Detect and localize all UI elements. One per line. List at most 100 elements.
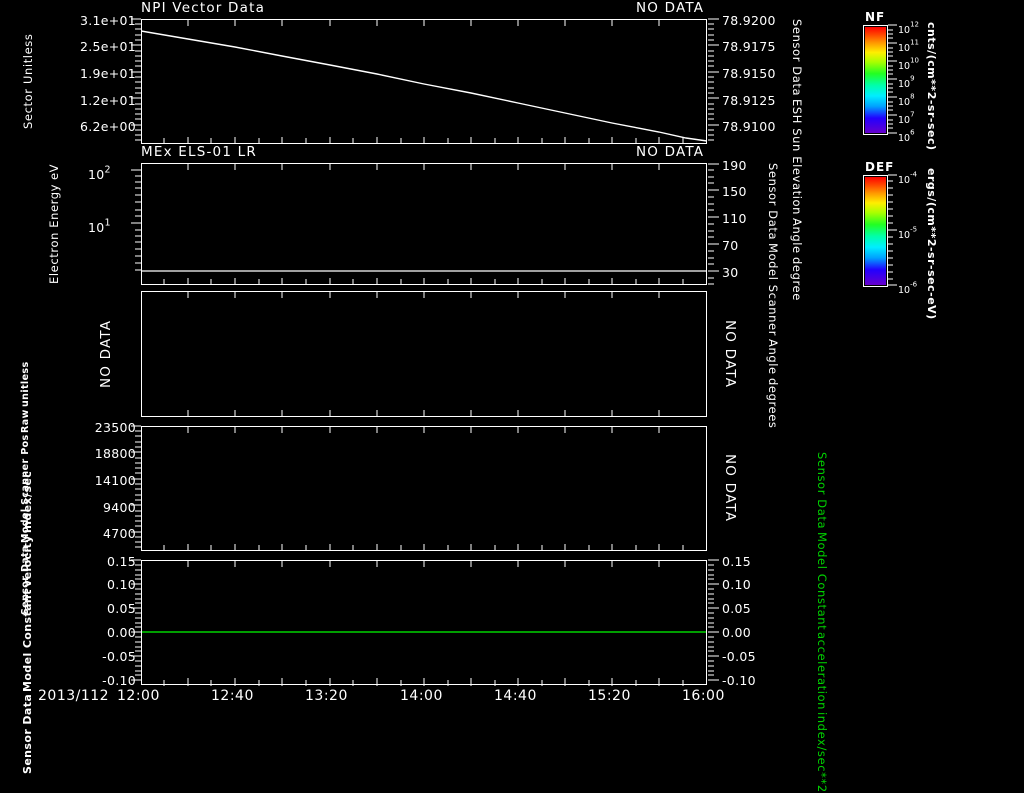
- panel2-left-axis-line1: eV: [47, 163, 61, 181]
- panel2-ytick-0: 102: [88, 164, 111, 183]
- panel1-ytick-2: 1.9e+01: [79, 66, 136, 81]
- panel2-left-axis-label: Electron Energy eV: [47, 163, 61, 285]
- colorbar-nf-ticks: [888, 24, 897, 134]
- panel5-left-axis-line2: velocity: [21, 535, 34, 588]
- cb-nf-m4: 10: [898, 97, 911, 108]
- panel2-right-axis-label: Sensor Data Model Scanner Angle degrees: [766, 163, 780, 428]
- panel5-rtick-3: 0.00: [722, 625, 752, 640]
- cb-nf-m0: 10: [898, 25, 911, 36]
- panel5-rtick-0: 0.15: [722, 554, 752, 569]
- panel1-ytick-1: 2.5e+01: [79, 39, 136, 54]
- panel1-top-ticks: [187, 20, 660, 26]
- time-axis-tick-3: 14:00: [400, 688, 443, 704]
- panel5-ytick-0: 0.15: [106, 554, 136, 569]
- panel-constant-velocity[interactable]: [141, 560, 707, 685]
- panel2-top-ticks: [187, 164, 660, 170]
- colorbar-def[interactable]: [863, 175, 888, 287]
- panel5-ytick-2: 0.05: [106, 601, 136, 616]
- colorbar-def-tick-label-2: 10-6: [898, 278, 917, 297]
- colorbar-def-tick-label-0: 10-4: [898, 168, 917, 187]
- panel3-left-note: NO DATA: [98, 291, 114, 417]
- panel1-right-axis-label: Sensor Data ESH Sun Elevation Angle degr…: [790, 19, 804, 301]
- panel5-rtick-5: -0.10: [722, 673, 756, 688]
- colorbar-nf-unit-text: cnts/(cm**2-sr-sec): [925, 22, 938, 151]
- colorbar-def-title: DEF: [865, 160, 895, 174]
- time-axis-tick-5: 15:20: [588, 688, 631, 704]
- panel4-bottom-ticks: [163, 544, 684, 551]
- panel-empty-upper[interactable]: [141, 291, 707, 417]
- time-axis-tick-2: 13:20: [305, 688, 348, 704]
- panel3-left-note-text: NO DATA: [98, 319, 114, 389]
- panel4-left-ticks: [131, 425, 141, 548]
- cb-def-e2: -6: [910, 280, 918, 289]
- panel2-rtick-0: 190: [722, 158, 747, 173]
- colorbar-def-ticks: [888, 174, 897, 286]
- panel5-left-axis-label: Sensor Data Model Constant velocity inde…: [21, 471, 34, 774]
- panel1-left-axis-label: Sector Unitless: [21, 19, 52, 144]
- panel1-ytick-0: 3.1e+01: [79, 13, 136, 28]
- cb-nf-m1: 10: [898, 43, 911, 54]
- colorbar-nf-unit: cnts/(cm**2-sr-sec): [925, 22, 938, 151]
- colorbar-def-tick-label-1: 10-5: [898, 223, 917, 242]
- colorbar-nf-tick-label-2: 1010: [898, 54, 919, 73]
- panel1-bottom-ticks: [163, 137, 684, 144]
- panel5-left-axis-line3: index/sec: [21, 470, 34, 534]
- colorbar-def-unit-text: ergs/(cm**2-sr-sec-eV): [925, 168, 938, 320]
- panel1-left-axis-line0: Sector: [21, 88, 35, 130]
- panel2-right-axis-line3: degrees: [766, 377, 780, 429]
- colorbar-nf-title: NF: [865, 10, 886, 24]
- time-axis-tick-1: 12:40: [211, 688, 254, 704]
- panel5-left-axis-line1: Model Constant: [21, 589, 34, 692]
- panel-scanner-pos[interactable]: [141, 426, 707, 551]
- colorbar-nf-tick-label-1: 1011: [898, 36, 919, 55]
- panel5-right-axis-line0: Sensor Data: [815, 452, 829, 530]
- cb-nf-e0: 12: [910, 20, 920, 29]
- panel5-right-axis-line1: Model Constant: [815, 531, 829, 630]
- panel4-right-note-text: NO DATA: [722, 454, 738, 523]
- panel4-ytick-3: 9400: [102, 500, 136, 515]
- colorbar-nf-tick-label-4: 108: [898, 90, 915, 109]
- panel5-data-trace: [142, 631, 706, 633]
- panel5-ytick-5: -0.10: [102, 673, 136, 688]
- panel1-ytick-4: 6.2e+00: [79, 119, 136, 134]
- panel2-ytick-0-mantissa: 10: [88, 167, 105, 182]
- cb-nf-m5: 10: [898, 115, 911, 126]
- panel5-ytick-4: -0.05: [102, 649, 136, 664]
- cb-nf-e2: 10: [910, 56, 920, 65]
- cb-nf-e5: 7: [910, 110, 915, 119]
- panel4-right-note: NO DATA: [722, 426, 738, 551]
- panel3-bottom-ticks: [187, 410, 660, 417]
- cb-nf-e1: 11: [910, 38, 920, 47]
- panel1-rtick-4: 78.9100: [722, 119, 776, 134]
- panel2-top-title: MEx ELS-01 LR: [141, 144, 257, 160]
- panel1-left-ticks: [131, 18, 141, 141]
- panel1-rtick-2: 78.9150: [722, 66, 776, 81]
- colorbar-nf[interactable]: [863, 25, 888, 135]
- panel-els-spectrogram[interactable]: [141, 163, 707, 285]
- panel4-left-axis-line2: Raw: [20, 409, 31, 433]
- cb-def-e1: -5: [910, 225, 918, 234]
- panel5-rtick-4: -0.05: [722, 649, 756, 664]
- cb-nf-e3: 9: [910, 74, 915, 83]
- panel4-ytick-4: 4700: [102, 526, 136, 541]
- panel1-right-ticks: [708, 18, 719, 141]
- panel5-left-ticks: [131, 559, 141, 681]
- cb-nf-m6: 10: [898, 133, 911, 144]
- panel2-rtick-4: 30: [722, 265, 739, 280]
- time-axis-tick-4: 14:40: [494, 688, 537, 704]
- cb-nf-e6: 6: [910, 128, 915, 137]
- panel3-right-note-text: NO DATA: [722, 319, 738, 389]
- time-axis-tick-0: 12:00: [117, 688, 160, 704]
- panel2-right-axis-line2: Angle: [766, 339, 780, 375]
- panel5-top-ticks: [187, 561, 660, 567]
- cb-nf-e4: 8: [910, 92, 915, 101]
- time-axis-date: 2013/112: [38, 688, 110, 704]
- panel1-data-curve: [141, 30, 707, 142]
- panel2-ytick-0-exp: 2: [104, 164, 111, 176]
- colorbar-def-unit: ergs/(cm**2-sr-sec-eV): [925, 168, 938, 320]
- panel2-rtick-3: 70: [722, 238, 739, 253]
- panel4-ytick-1: 18800: [94, 446, 136, 461]
- panel5-left-axis-line0: Sensor Data: [21, 693, 34, 775]
- panel2-rtick-1: 150: [722, 184, 747, 199]
- panel2-ytick-1-mantissa: 10: [88, 220, 105, 235]
